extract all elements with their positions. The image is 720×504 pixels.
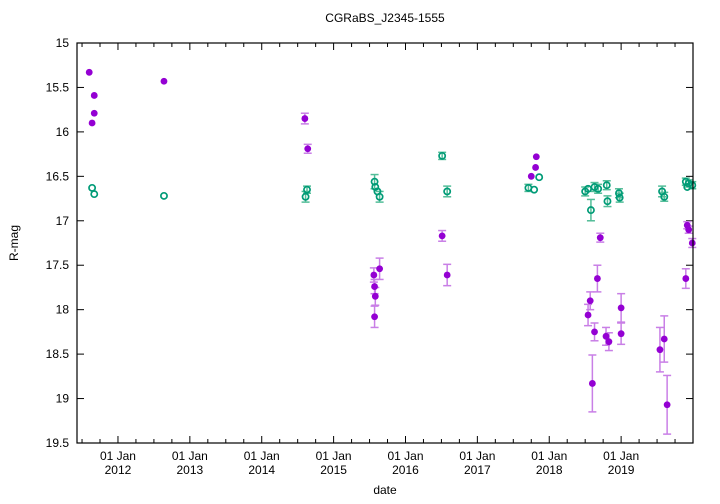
svg-text:2014: 2014 xyxy=(248,463,275,477)
svg-text:01 Jan: 01 Jan xyxy=(244,449,280,463)
svg-text:17.5: 17.5 xyxy=(46,258,70,272)
svg-text:16: 16 xyxy=(56,125,70,139)
svg-text:01 Jan: 01 Jan xyxy=(387,449,423,463)
svg-text:2013: 2013 xyxy=(176,463,203,477)
svg-text:01 Jan: 01 Jan xyxy=(459,449,495,463)
svg-text:15.5: 15.5 xyxy=(46,80,70,94)
series-purple-filled xyxy=(85,68,697,435)
svg-text:15: 15 xyxy=(56,36,70,50)
y-tick-labels: 15 15.5 16 16.5 17 17.5 18 18.5 19 19.5 xyxy=(46,36,70,450)
svg-text:18: 18 xyxy=(56,303,70,317)
svg-text:2017: 2017 xyxy=(464,463,491,477)
x-axis-label: date xyxy=(373,483,397,497)
svg-text:19.5: 19.5 xyxy=(46,436,70,450)
svg-text:01 Jan: 01 Jan xyxy=(316,449,352,463)
svg-text:01 Jan: 01 Jan xyxy=(603,449,639,463)
svg-text:2015: 2015 xyxy=(320,463,347,477)
chart-title: CGRaBS_J2345-1555 xyxy=(325,11,445,25)
svg-text:01 Jan: 01 Jan xyxy=(172,449,208,463)
svg-text:19: 19 xyxy=(56,392,70,406)
series-green-open xyxy=(88,151,697,222)
plot-border xyxy=(76,42,694,444)
svg-text:16.5: 16.5 xyxy=(46,169,70,183)
svg-text:17: 17 xyxy=(56,214,70,228)
svg-text:18.5: 18.5 xyxy=(46,347,70,361)
svg-text:2016: 2016 xyxy=(392,463,419,477)
axis-ticks xyxy=(77,42,693,444)
svg-text:2012: 2012 xyxy=(105,463,132,477)
svg-text:01 Jan: 01 Jan xyxy=(100,449,136,463)
svg-text:2018: 2018 xyxy=(536,463,563,477)
svg-text:01 Jan: 01 Jan xyxy=(531,449,567,463)
svg-text:2019: 2019 xyxy=(608,463,635,477)
